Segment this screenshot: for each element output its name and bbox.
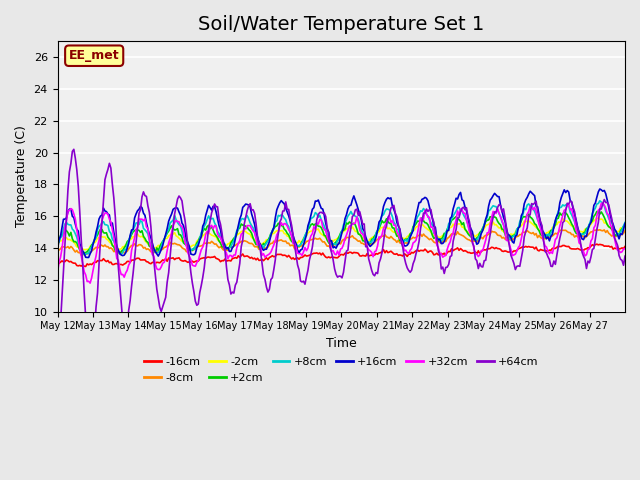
- Title: Soil/Water Temperature Set 1: Soil/Water Temperature Set 1: [198, 15, 484, 34]
- Text: EE_met: EE_met: [69, 49, 120, 62]
- Legend: -16cm, -8cm, -2cm, +2cm, +8cm, +16cm, +32cm, +64cm: -16cm, -8cm, -2cm, +2cm, +8cm, +16cm, +3…: [140, 353, 543, 387]
- Y-axis label: Temperature (C): Temperature (C): [15, 125, 28, 228]
- X-axis label: Time: Time: [326, 337, 356, 350]
